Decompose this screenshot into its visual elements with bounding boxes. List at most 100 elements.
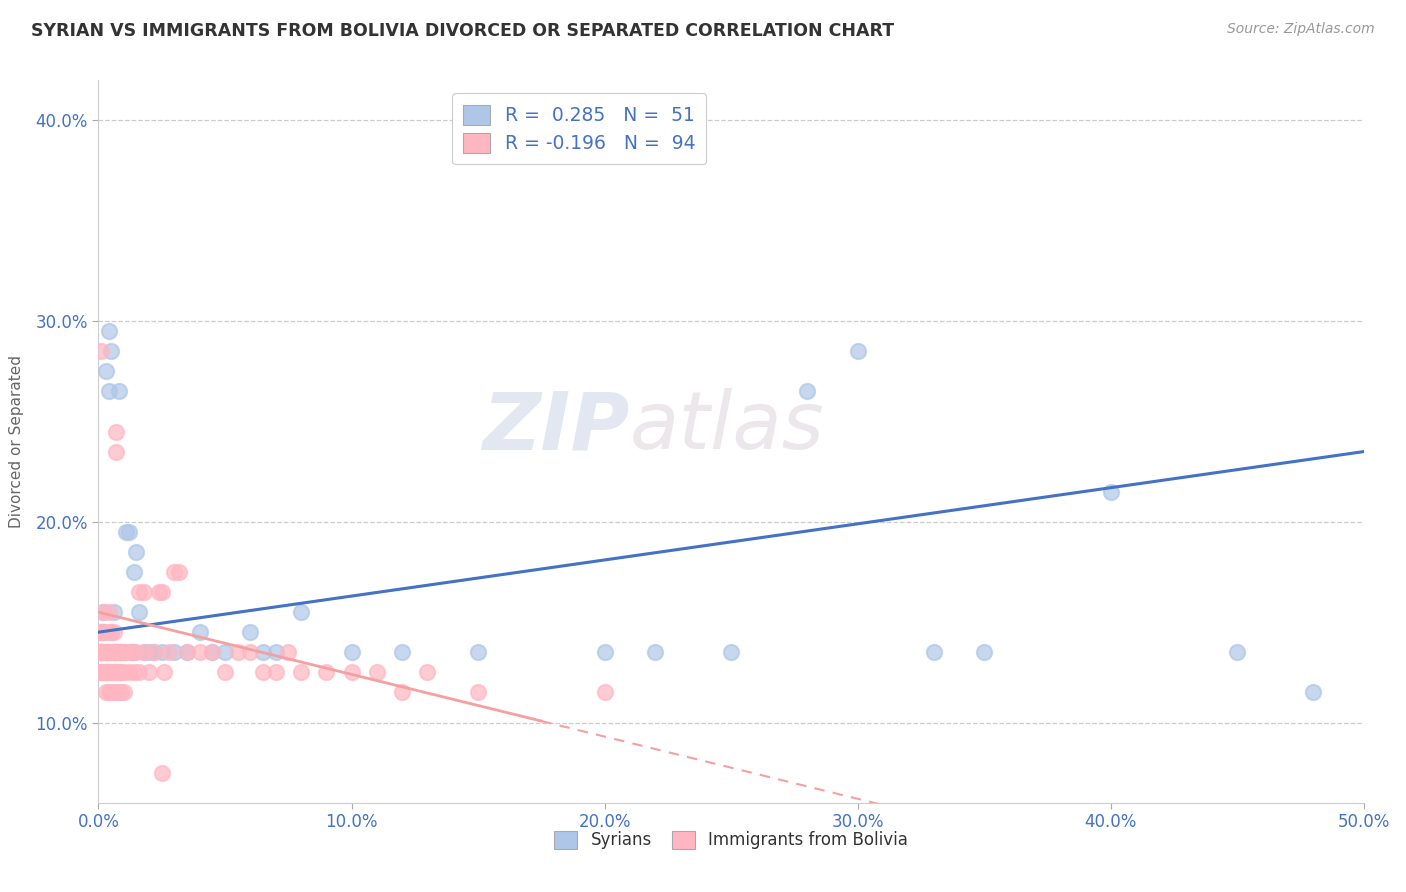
Point bbox=[1302, 685, 1324, 699]
Point bbox=[90, 645, 112, 659]
Point bbox=[100, 625, 122, 640]
Point bbox=[100, 665, 122, 680]
Point bbox=[796, 384, 818, 399]
Point bbox=[94, 685, 117, 699]
Point bbox=[100, 344, 122, 359]
Point bbox=[97, 645, 120, 659]
Point bbox=[150, 585, 173, 599]
Point bbox=[143, 645, 166, 659]
Point bbox=[467, 645, 489, 659]
Point bbox=[163, 645, 186, 659]
Point bbox=[107, 645, 129, 659]
Text: ZIP: ZIP bbox=[482, 388, 630, 467]
Point bbox=[138, 665, 160, 680]
Point bbox=[97, 685, 120, 699]
Point bbox=[90, 645, 112, 659]
Point bbox=[110, 645, 132, 659]
Point bbox=[97, 324, 120, 338]
Point bbox=[593, 685, 616, 699]
Point bbox=[264, 665, 287, 680]
Point bbox=[103, 645, 125, 659]
Point bbox=[94, 665, 117, 680]
Point bbox=[128, 665, 150, 680]
Point bbox=[107, 665, 129, 680]
Point bbox=[94, 665, 117, 680]
Point bbox=[93, 625, 115, 640]
Point bbox=[120, 645, 142, 659]
Point bbox=[467, 685, 489, 699]
Point bbox=[112, 645, 135, 659]
Point bbox=[112, 645, 135, 659]
Point bbox=[90, 625, 112, 640]
Point bbox=[252, 665, 274, 680]
Point bbox=[105, 645, 128, 659]
Point bbox=[720, 645, 742, 659]
Point bbox=[138, 645, 160, 659]
Point bbox=[125, 645, 148, 659]
Point bbox=[201, 645, 224, 659]
Point bbox=[97, 665, 120, 680]
Point bbox=[366, 665, 388, 680]
Point bbox=[391, 645, 413, 659]
Point bbox=[97, 665, 120, 680]
Point bbox=[90, 645, 112, 659]
Point bbox=[115, 524, 138, 539]
Point bbox=[107, 685, 129, 699]
Point bbox=[132, 645, 155, 659]
Point bbox=[90, 344, 112, 359]
Point bbox=[391, 685, 413, 699]
Point bbox=[122, 645, 145, 659]
Point bbox=[277, 645, 299, 659]
Point bbox=[100, 645, 122, 659]
Point bbox=[103, 665, 125, 680]
Point bbox=[132, 645, 155, 659]
Text: SYRIAN VS IMMIGRANTS FROM BOLIVIA DIVORCED OR SEPARATED CORRELATION CHART: SYRIAN VS IMMIGRANTS FROM BOLIVIA DIVORC… bbox=[31, 22, 894, 40]
Point bbox=[122, 665, 145, 680]
Y-axis label: Divorced or Separated: Divorced or Separated bbox=[10, 355, 24, 528]
Point bbox=[93, 665, 115, 680]
Point bbox=[107, 645, 129, 659]
Point bbox=[90, 665, 112, 680]
Point bbox=[118, 665, 141, 680]
Point bbox=[176, 645, 198, 659]
Point bbox=[143, 645, 166, 659]
Point bbox=[226, 645, 249, 659]
Point bbox=[1226, 645, 1249, 659]
Point bbox=[94, 665, 117, 680]
Point bbox=[188, 645, 211, 659]
Text: Source: ZipAtlas.com: Source: ZipAtlas.com bbox=[1227, 22, 1375, 37]
Point bbox=[107, 384, 129, 399]
Point bbox=[107, 665, 129, 680]
Point bbox=[94, 364, 117, 378]
Point bbox=[105, 444, 128, 458]
Point bbox=[93, 605, 115, 619]
Legend: Syrians, Immigrants from Bolivia: Syrians, Immigrants from Bolivia bbox=[547, 824, 915, 856]
Point bbox=[94, 645, 117, 659]
Point bbox=[153, 665, 176, 680]
Point bbox=[163, 565, 186, 579]
Point bbox=[100, 665, 122, 680]
Point bbox=[239, 625, 262, 640]
Point bbox=[150, 645, 173, 659]
Point bbox=[97, 384, 120, 399]
Point bbox=[97, 645, 120, 659]
Point bbox=[103, 605, 125, 619]
Point bbox=[110, 645, 132, 659]
Point bbox=[922, 645, 945, 659]
Point bbox=[100, 685, 122, 699]
Point bbox=[90, 645, 112, 659]
Point bbox=[157, 645, 180, 659]
Point bbox=[112, 665, 135, 680]
Point bbox=[132, 585, 155, 599]
Point bbox=[105, 645, 128, 659]
Point bbox=[120, 645, 142, 659]
Point bbox=[103, 625, 125, 640]
Point bbox=[105, 685, 128, 699]
Point bbox=[264, 645, 287, 659]
Point bbox=[128, 585, 150, 599]
Point bbox=[846, 344, 869, 359]
Point bbox=[1099, 484, 1122, 499]
Point bbox=[593, 645, 616, 659]
Point bbox=[103, 645, 125, 659]
Point bbox=[416, 665, 439, 680]
